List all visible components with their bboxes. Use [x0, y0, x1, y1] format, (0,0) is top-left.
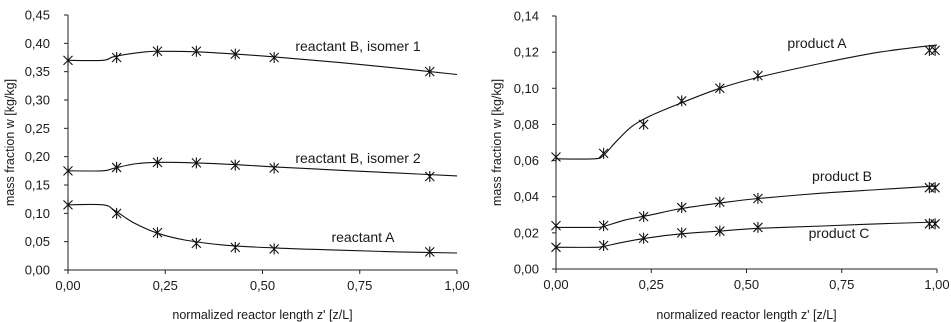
- y-tick-label: 0,30: [25, 93, 50, 108]
- y-tick-label: 0,35: [25, 64, 50, 79]
- data-point-marker: [714, 225, 725, 237]
- data-point-marker: [191, 45, 202, 57]
- data-point-marker: [714, 196, 725, 208]
- data-point-marker: [191, 237, 202, 249]
- x-tick-label: 0,75: [347, 278, 372, 293]
- series-2-2: product B: [551, 168, 940, 232]
- series-label: product C: [809, 225, 870, 241]
- series-1-1: reactant B, isomer 1: [63, 38, 458, 78]
- data-point-marker: [111, 52, 122, 63]
- data-point-marker: [230, 159, 241, 171]
- series-label: reactant B, isomer 2: [295, 150, 420, 166]
- data-point-marker: [924, 218, 935, 230]
- y-tick-label: 0,04: [514, 189, 539, 204]
- data-point-marker: [930, 44, 940, 56]
- data-point-marker: [424, 246, 435, 258]
- series-label: product B: [812, 168, 872, 184]
- data-point-marker: [753, 70, 763, 82]
- series-label: reactant A: [331, 229, 395, 245]
- data-point-marker: [714, 82, 725, 94]
- data-point-marker: [930, 182, 940, 194]
- data-point-marker: [753, 193, 763, 205]
- data-point-marker: [63, 165, 73, 177]
- data-point-marker: [638, 232, 649, 244]
- data-point-marker: [63, 54, 73, 66]
- data-point-marker: [676, 227, 687, 239]
- series-line: [555, 221, 938, 248]
- series-label: product A: [787, 35, 847, 51]
- series-2-1: product A: [551, 35, 940, 163]
- y-tick-label: 0,08: [514, 117, 539, 132]
- y-tick-label: 0,05: [25, 234, 50, 249]
- data-point-marker: [424, 66, 435, 78]
- y-tick-label: 0,25: [25, 121, 50, 136]
- data-point-marker: [551, 151, 561, 163]
- data-point-marker: [924, 182, 935, 194]
- data-point-marker: [269, 162, 280, 174]
- y-axis-label: mass fraction w [kg/kg]: [3, 79, 17, 206]
- data-point-marker: [676, 202, 687, 214]
- data-point-marker: [152, 227, 163, 239]
- data-point-marker: [152, 156, 163, 168]
- data-point-marker: [638, 118, 649, 130]
- data-point-marker: [638, 211, 649, 223]
- chart-panel-1: 0,00 0,05 0,10 0,15 0,20 0,25 0,30 0,35 0,40 0,45…: [3, 8, 470, 322]
- series-1-2: reactant B, isomer 2: [63, 150, 458, 182]
- y-tick-label: 0,15: [25, 178, 50, 193]
- data-point-marker: [191, 157, 202, 169]
- y-tick-label: 0,12: [514, 45, 539, 60]
- x-tick-label: 0,25: [153, 278, 178, 293]
- series-line: [555, 44, 938, 160]
- series-line: [555, 185, 938, 229]
- series-label: reactant B, isomer 1: [295, 38, 420, 54]
- data-point-marker: [230, 241, 241, 253]
- y-tick-label: 0,10: [25, 206, 50, 221]
- x-tick-label: 1,00: [924, 277, 949, 292]
- series-line: [67, 50, 458, 76]
- data-point-marker: [269, 52, 280, 63]
- y-tick-label: 0,00: [25, 263, 50, 278]
- x-tick-label: 0,75: [829, 277, 854, 292]
- x-tick-label: 1,00: [444, 278, 469, 293]
- data-point-marker: [598, 240, 609, 252]
- data-point-marker: [269, 243, 280, 255]
- data-point-marker: [230, 48, 241, 60]
- chart-panel-2: 0,00 0,02 0,04 0,06 0,08 0,10 0,12 0,14 0,00 0,25…: [490, 9, 950, 322]
- x-axis-label: normalized reactor length z' [z/L]: [656, 308, 836, 322]
- y-tick-label: 0,20: [25, 149, 50, 164]
- data-point-marker: [424, 171, 435, 182]
- data-point-marker: [598, 147, 609, 159]
- y-tick-label: 0,40: [25, 36, 50, 51]
- y-tick-label: 0,10: [514, 81, 539, 96]
- y-tick-label: 0,00: [514, 262, 539, 277]
- data-point-marker: [63, 199, 73, 211]
- data-point-marker: [551, 220, 561, 232]
- series-2-3: product C: [551, 218, 940, 253]
- x-tick-label: 0,00: [55, 278, 80, 293]
- y-tick-label: 0,06: [514, 153, 539, 168]
- x-tick-label: 0,00: [543, 277, 568, 292]
- data-point-marker: [930, 218, 940, 230]
- x-tick-label: 0,25: [639, 277, 664, 292]
- y-axis-label: mass fraction w [kg/kg]: [490, 79, 504, 206]
- y-tick-label: 0,14: [514, 9, 539, 24]
- series-1-3: reactant A: [63, 199, 458, 258]
- y-tick-label: 0,02: [514, 225, 539, 240]
- x-tick-label: 0,50: [734, 277, 759, 292]
- y-tick-label: 0,45: [25, 8, 50, 23]
- x-tick-label: 0,50: [250, 278, 275, 293]
- data-point-marker: [152, 45, 163, 57]
- x-axis-label: normalized reactor length z' [z/L]: [172, 308, 352, 322]
- data-point-marker: [753, 221, 763, 233]
- data-point-marker: [924, 44, 935, 56]
- series-line: [67, 203, 458, 254]
- data-point-marker: [111, 161, 122, 173]
- data-point-marker: [676, 95, 687, 107]
- data-point-marker: [551, 241, 561, 253]
- data-point-marker: [111, 207, 122, 219]
- data-point-marker: [598, 220, 609, 232]
